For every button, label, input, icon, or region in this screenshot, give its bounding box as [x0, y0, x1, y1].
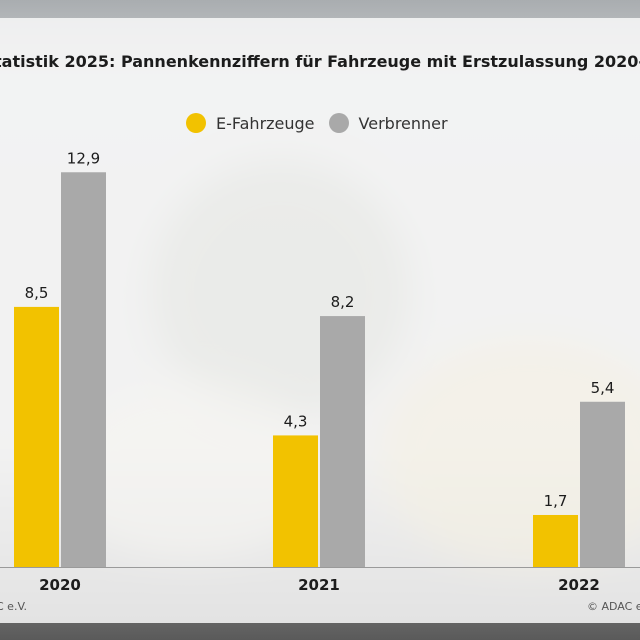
data-label-e-fahrzeuge-2021: 4,3	[284, 412, 308, 430]
legend-swatch-verbrenner	[328, 113, 349, 133]
bar-verbrenner-2020	[61, 172, 106, 567]
x-tick-label-2021: 2021	[298, 576, 340, 594]
bar-e-fahrzeuge-2022	[533, 514, 578, 567]
bar-e-fahrzeuge-2020	[14, 306, 59, 567]
data-label-e-fahrzeuge-2022: 1,7	[544, 492, 568, 510]
legend-entry-verbrenner: Verbrenner	[328, 113, 448, 133]
bar-verbrenner-2021	[320, 316, 365, 567]
legend-label-e-fahrzeuge: E-Fahrzeuge	[216, 113, 315, 133]
bar-verbrenner-2022	[580, 401, 625, 567]
legend-entry-e-fahrzeuge: E-Fahrzeuge	[186, 113, 315, 133]
source-credit-left: C e.V.	[0, 600, 28, 613]
source-credit-right: © ADAC e	[587, 600, 640, 613]
bar-e-fahrzeuge-2021	[273, 435, 318, 567]
x-tick-label-2022: 2022	[558, 576, 600, 594]
data-label-verbrenner-2022: 5,4	[591, 379, 615, 397]
data-label-e-fahrzeuge-2020: 8,5	[25, 284, 49, 302]
chart-legend: E-Fahrzeuge Verbrenner	[186, 113, 462, 133]
data-label-verbrenner-2021: 8,2	[331, 293, 355, 311]
chart-title: tatistik 2025: Pannenkennziffern für Fah…	[0, 52, 640, 71]
legend-label-verbrenner: Verbrenner	[358, 113, 448, 133]
x-tick-label-2020: 2020	[39, 576, 81, 594]
legend-swatch-e-fahrzeuge	[186, 113, 206, 133]
data-label-verbrenner-2020: 12,9	[67, 149, 100, 167]
